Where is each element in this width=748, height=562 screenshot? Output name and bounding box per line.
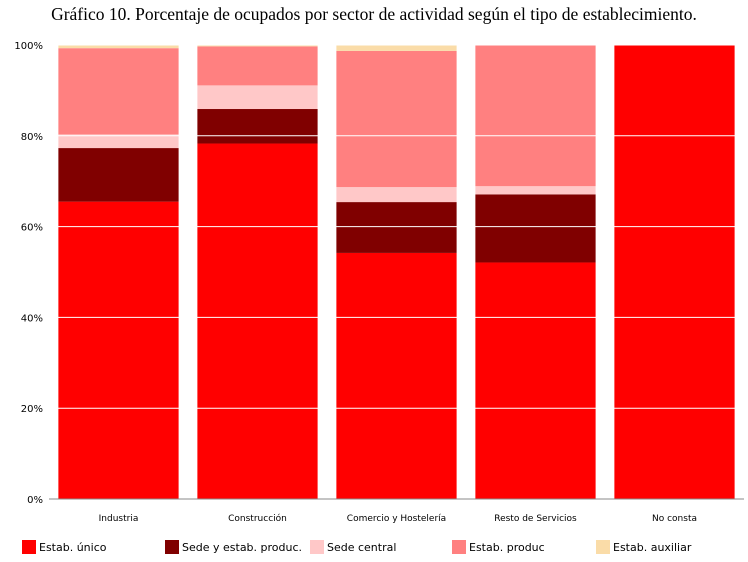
legend-item-sede-central: Sede central [310,538,396,556]
legend-item-sede-y-estab-produc: Sede y estab. produc. [165,538,302,556]
legend-swatch [310,540,324,554]
bar-segment-industria-estab-auxiliar [58,45,179,49]
bar-segment-industria-sede-y-estab-produc [58,148,179,202]
x-tick-label: No consta [652,514,697,524]
bar-segment-comercio-y-hosteleria-estab-auxiliar [336,45,457,51]
y-tick-label: 100% [14,41,43,52]
bar-segment-construccion-estab-produc [197,46,318,86]
chart-title: Gráfico 10. Porcentaje de ocupados por s… [51,4,697,24]
legend-swatch [22,540,36,554]
legend-label: Estab. único [39,540,107,554]
bar-segment-construccion-sede-y-estab-produc [197,109,318,144]
bar-segment-construccion-sede-central [197,85,318,110]
y-tick-label: 0% [27,495,43,506]
x-tick-label: Construcción [228,513,287,524]
legend-item-estab-unico: Estab. único [22,538,107,556]
x-tick-label: Resto de Servicios [494,514,577,524]
legend-label: Sede y estab. produc. [182,540,303,554]
bar-segment-resto-de-servicios-estab-unico [475,262,596,499]
legend-item-estab-auxiliar: Estab. auxiliar [596,538,691,556]
x-tick-label: Industria [99,514,139,524]
legend-label: Sede central [327,540,397,554]
bar-segment-industria-sede-central [58,134,179,149]
bar-segment-resto-de-servicios-estab-produc [475,45,596,187]
gridlines [49,44,744,500]
y-tick-label: 40% [21,313,43,324]
bar-segment-industria-estab-produc [58,48,179,135]
legend-item-estab-produc: Estab. produc [452,538,545,556]
bars-layer [58,45,735,499]
bar-segment-resto-de-servicios-sede-central [475,186,596,195]
y-tick-label: 80% [21,132,43,143]
legend-label: Estab. auxiliar [613,540,692,554]
bar-segment-comercio-y-hosteleria-estab-produc [336,50,457,188]
bar-segment-comercio-y-hosteleria-sede-central [336,187,457,203]
bar-segment-resto-de-servicios-sede-y-estab-produc [475,194,596,263]
y-tick-label: 20% [21,404,43,415]
legend-swatch [165,540,179,554]
legend-swatch [452,540,466,554]
bar-segment-industria-estab-unico [58,201,179,499]
bar-segment-comercio-y-hosteleria-sede-y-estab-produc [336,202,457,253]
legend-swatch [596,540,610,554]
bar-segment-no-consta-estab-unico [614,45,735,499]
x-tick-label: Comercio y Hostelería [347,514,446,524]
bar-segment-construccion-estab-auxiliar [197,45,318,47]
legend-label: Estab. produc [469,540,545,554]
axes: Industria Construcción Comercio y Hosteler… [14,41,697,524]
bar-segment-construccion-estab-unico [197,143,318,499]
y-tick-label: 60% [21,223,43,234]
bar-segment-comercio-y-hosteleria-estab-unico [336,252,457,499]
